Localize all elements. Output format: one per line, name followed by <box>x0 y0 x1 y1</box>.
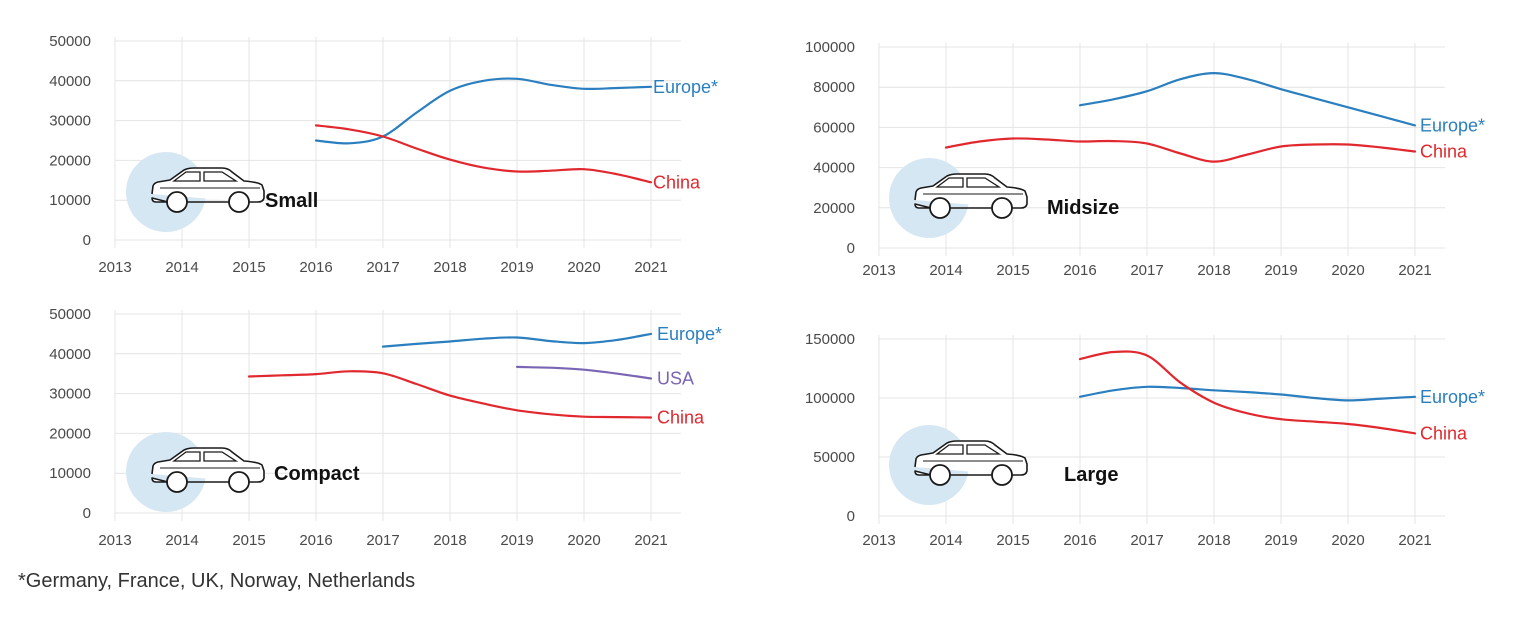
x-tick-label: 2015 <box>232 259 265 276</box>
series-label-europe: Europe* <box>1420 115 1485 135</box>
chart-panel-compact: 0 10000 20000 30000 40000 50000 2013 2014 2015 20… <box>49 306 722 549</box>
chart-panel-small: 0 10000 20000 30000 40000 50000 2013 2014 2015 20… <box>49 33 718 276</box>
x-tick-label: 2015 <box>232 532 265 549</box>
car-icon <box>914 440 1028 486</box>
y-tick-label: 0 <box>83 232 91 249</box>
series-line-china <box>944 137 1417 163</box>
series-label-europe: Europe* <box>657 324 722 344</box>
x-tick-label: 2016 <box>299 532 332 549</box>
y-tick-label: 60000 <box>813 119 855 136</box>
y-tick-label: 20000 <box>49 425 91 442</box>
x-tick-label: 2021 <box>634 532 667 549</box>
series-line-china <box>314 124 653 184</box>
series-label-china: China <box>1420 423 1468 443</box>
y-tick-label: 80000 <box>813 79 855 96</box>
x-tick-label: 2013 <box>98 532 131 549</box>
y-tick-label: 40000 <box>49 73 91 90</box>
series-label-china: China <box>1420 142 1468 162</box>
panel-title: Compact <box>274 463 360 485</box>
x-tick-label: 2015 <box>996 262 1029 279</box>
x-tick-label: 2014 <box>929 262 962 279</box>
x-tick-label: 2017 <box>1130 532 1163 549</box>
x-tick-label: 2013 <box>862 532 895 549</box>
car-icon <box>151 167 265 213</box>
x-tick-label: 2018 <box>433 532 466 549</box>
x-tick-label: 2016 <box>1063 532 1096 549</box>
x-tick-label: 2019 <box>500 259 533 276</box>
x-tick-label: 2013 <box>98 259 131 276</box>
series-line-europe <box>1078 72 1417 127</box>
x-tick-label: 2014 <box>165 532 198 549</box>
y-tick-label: 40000 <box>813 160 855 177</box>
x-tick-label: 2019 <box>1264 262 1297 279</box>
y-tick-label: 20000 <box>49 152 91 169</box>
x-tick-label: 2016 <box>1063 262 1096 279</box>
x-tick-label: 2018 <box>1197 532 1230 549</box>
x-tick-label: 2020 <box>567 259 600 276</box>
car-icon <box>914 173 1028 219</box>
x-tick-label: 2019 <box>1264 532 1297 549</box>
series-label-china: China <box>657 407 705 427</box>
y-tick-label: 50000 <box>813 449 855 466</box>
chart-panel-large: 0 50000 100000 150000 2013 2014 2015 2016 2017 20… <box>805 331 1485 549</box>
x-tick-label: 2019 <box>500 532 533 549</box>
x-tick-label: 2020 <box>567 532 600 549</box>
panel-title: Small <box>265 190 318 212</box>
series-label-usa: USA <box>657 368 694 388</box>
x-tick-label: 2014 <box>929 532 962 549</box>
y-tick-label: 50000 <box>49 33 91 50</box>
series-line-china <box>1078 350 1417 435</box>
footnote: *Germany, France, UK, Norway, Netherland… <box>18 570 416 592</box>
y-tick-label: 50000 <box>49 306 91 323</box>
x-tick-label: 2021 <box>1398 262 1431 279</box>
x-tick-label: 2021 <box>1398 532 1431 549</box>
y-tick-label: 0 <box>847 240 855 257</box>
y-tick-label: 30000 <box>49 386 91 403</box>
x-tick-label: 2018 <box>433 259 466 276</box>
x-tick-label: 2017 <box>1130 262 1163 279</box>
x-tick-label: 2013 <box>862 262 895 279</box>
y-tick-label: 40000 <box>49 346 91 363</box>
y-tick-label: 10000 <box>49 465 91 482</box>
series-label-europe: Europe* <box>1420 387 1485 407</box>
x-tick-label: 2015 <box>996 532 1029 549</box>
series-line-europe <box>381 332 653 348</box>
y-tick-label: 10000 <box>49 192 91 209</box>
x-tick-label: 2016 <box>299 259 332 276</box>
x-tick-label: 2018 <box>1197 262 1230 279</box>
y-tick-label: 100000 <box>805 39 855 56</box>
car-icon <box>151 447 265 493</box>
y-tick-label: 30000 <box>49 113 91 130</box>
chart-panel-midsize: 0 20000 40000 60000 80000 100000 2013 2014 2015 2… <box>805 39 1485 279</box>
x-tick-label: 2017 <box>366 259 399 276</box>
x-tick-label: 2020 <box>1331 262 1364 279</box>
x-tick-label: 2017 <box>366 532 399 549</box>
series-line-china <box>247 370 653 419</box>
y-tick-label: 100000 <box>805 390 855 407</box>
y-tick-label: 0 <box>83 505 91 522</box>
series-label-europe: Europe* <box>653 77 718 97</box>
x-tick-label: 2021 <box>634 259 667 276</box>
y-tick-label: 20000 <box>813 200 855 217</box>
x-tick-label: 2014 <box>165 259 198 276</box>
y-tick-label: 0 <box>847 508 855 525</box>
series-line-europe <box>314 77 653 145</box>
series-line-usa <box>515 365 653 380</box>
y-tick-label: 150000 <box>805 331 855 348</box>
panel-title: Midsize <box>1047 197 1119 219</box>
series-label-china: China <box>653 172 701 192</box>
series-line-europe <box>1078 385 1417 402</box>
x-tick-label: 2020 <box>1331 532 1364 549</box>
panel-title: Large <box>1064 464 1118 486</box>
